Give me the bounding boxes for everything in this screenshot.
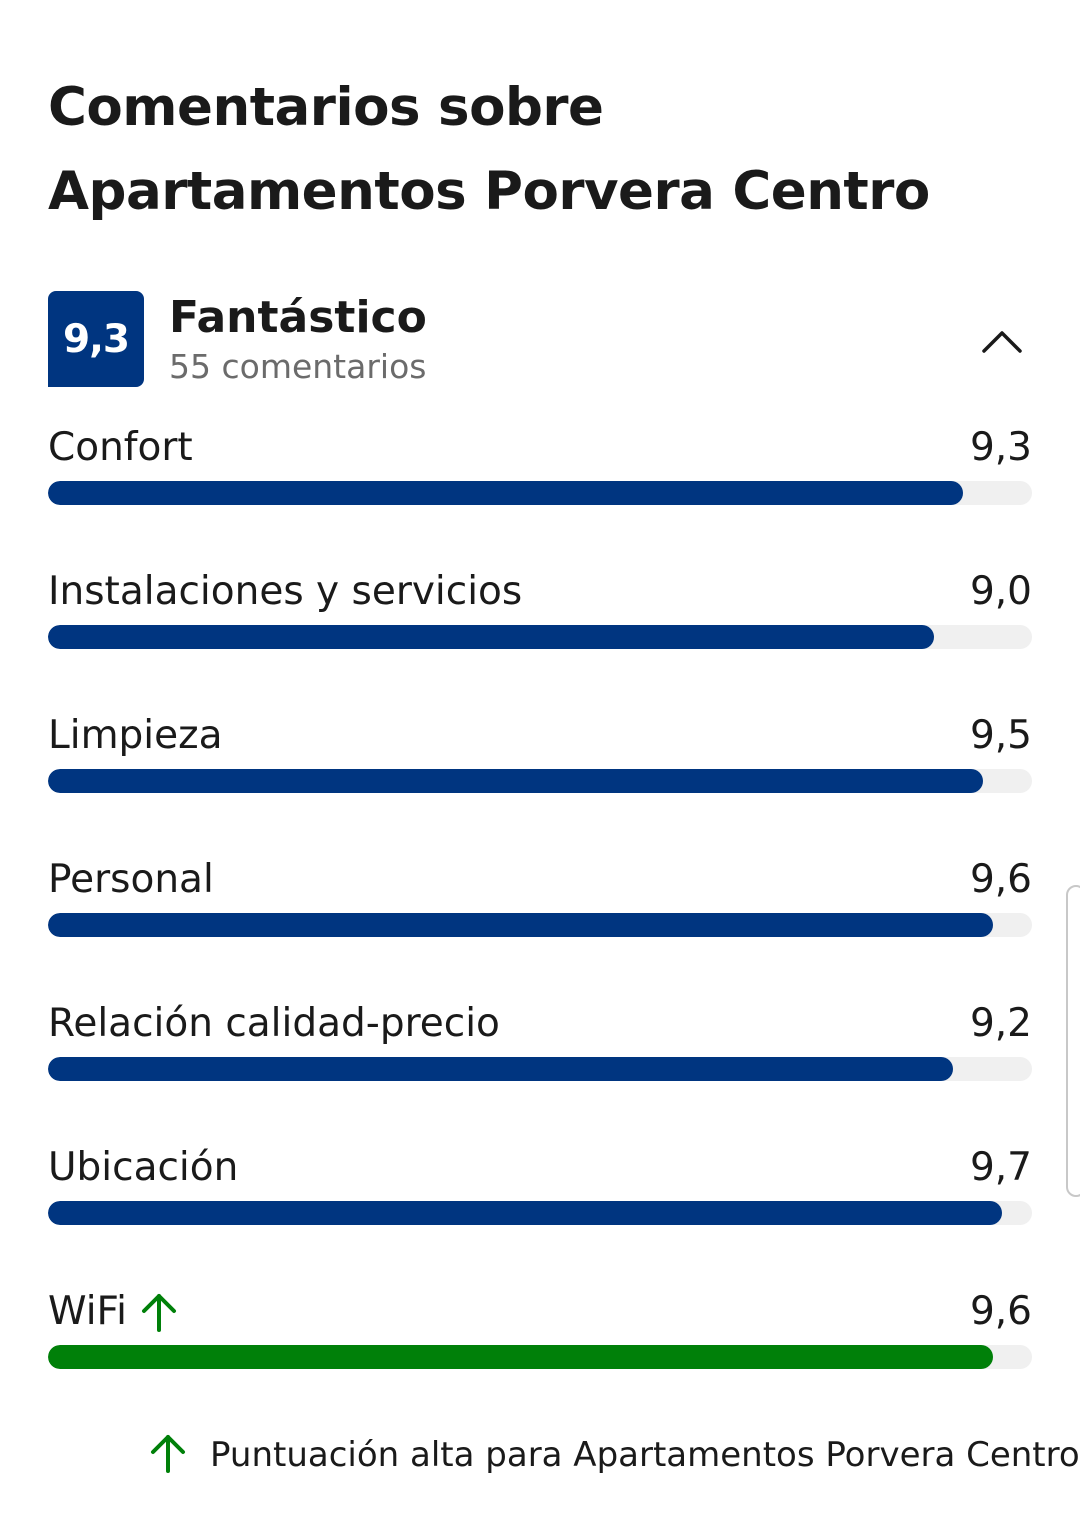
review-count: 55 comentarios — [169, 347, 427, 386]
scroll-handle[interactable] — [1066, 885, 1080, 1197]
score-bar-track — [48, 625, 1032, 649]
category-instalaciones: Instalaciones y servicios 9,0 — [48, 562, 1032, 662]
score-bar-fill — [48, 769, 983, 793]
category-relacion-calidad-precio: Relación calidad-precio 9,2 — [48, 994, 1032, 1094]
category-score: 9,6 — [969, 857, 1032, 902]
score-bar-fill — [48, 1201, 1003, 1225]
score-bar-track — [48, 1201, 1032, 1225]
category-label: Ubicación — [48, 1138, 238, 1198]
category-label: Limpieza — [48, 706, 223, 766]
score-bar-fill — [48, 481, 964, 505]
category-score: 9,7 — [969, 1145, 1032, 1190]
category-label: Personal — [48, 850, 214, 910]
high-score-note: Puntuación alta para Apartamentos Porver… — [148, 1430, 1080, 1480]
score-bar-track — [48, 481, 1032, 505]
rating-label: Fantástico — [169, 292, 427, 343]
chevron-up-icon — [982, 331, 1022, 353]
category-score: 9,6 — [969, 1289, 1032, 1334]
page-title: Comentarios sobre Apartamentos Porvera C… — [48, 77, 930, 222]
score-badge: 9,3 — [48, 291, 144, 387]
arrow-up-icon — [139, 1290, 179, 1334]
score-bar-track — [48, 1345, 1032, 1369]
category-limpieza: Limpieza 9,5 — [48, 706, 1032, 806]
category-label: WiFi — [48, 1282, 179, 1342]
score-bar-fill — [48, 913, 993, 937]
category-label: Relación calidad-precio — [48, 994, 500, 1054]
score-bar-track — [48, 769, 1032, 793]
score-bar-fill — [48, 625, 934, 649]
score-bar-fill — [48, 1345, 993, 1369]
category-score: 9,3 — [969, 425, 1032, 470]
category-ubicacion: Ubicación 9,7 — [48, 1138, 1032, 1238]
category-label-text: Personal — [48, 857, 214, 902]
category-score: 9,5 — [969, 713, 1032, 758]
category-label-text: Limpieza — [48, 713, 223, 758]
category-label-text: Instalaciones y servicios — [48, 569, 523, 614]
category-score: 9,2 — [969, 1001, 1032, 1046]
arrow-up-icon — [148, 1431, 188, 1480]
category-confort: Confort 9,3 — [48, 418, 1032, 518]
high-score-note-text: Puntuación alta para Apartamentos Porver… — [210, 1435, 1080, 1475]
category-score: 9,0 — [969, 569, 1032, 614]
category-label-text: Confort — [48, 425, 193, 470]
collapse-toggle-button[interactable] — [972, 317, 1032, 365]
score-bar-track — [48, 1057, 1032, 1081]
rating-summary[interactable]: 9,3 Fantástico 55 comentarios — [48, 291, 1032, 387]
category-label-text: Relación calidad-precio — [48, 1001, 500, 1046]
score-bar-fill — [48, 1057, 954, 1081]
category-label-text: Ubicación — [48, 1145, 239, 1190]
category-label: Confort — [48, 418, 193, 478]
category-label-text: WiFi — [48, 1289, 127, 1334]
category-wifi: WiFi 9,6 — [48, 1282, 1032, 1382]
score-bar-track — [48, 913, 1032, 937]
category-personal: Personal 9,6 — [48, 850, 1032, 950]
category-label: Instalaciones y servicios — [48, 562, 522, 622]
